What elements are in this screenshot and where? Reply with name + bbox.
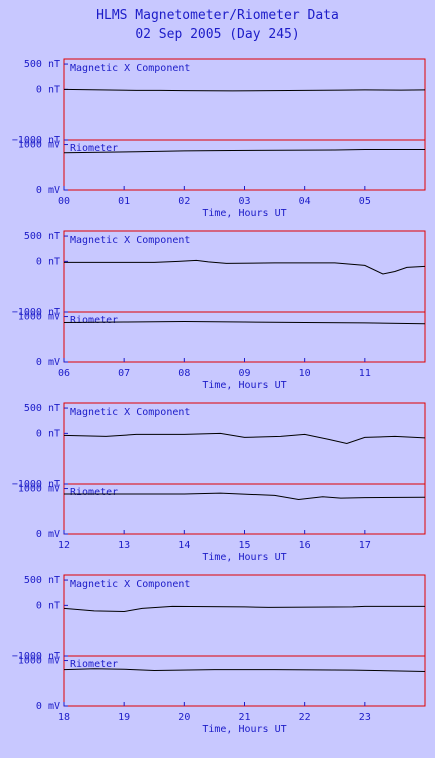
y-tick-label: 0 nT xyxy=(36,600,60,611)
mag-panel-label: Magnetic X Component xyxy=(70,235,190,246)
x-tick-label: 22 xyxy=(299,712,311,723)
y-tick-label: 500 nT xyxy=(24,59,60,70)
y-tick-label: −1000 nT xyxy=(12,651,60,662)
mag-series-line xyxy=(63,88,426,92)
chart-block: Magnetic X Component Riometer 500 nT 0 nT −1… xyxy=(12,574,426,735)
page-subtitle: 02 Sep 2005 (Day 245) xyxy=(135,27,300,42)
x-tick-label: 21 xyxy=(238,712,250,723)
x-tick-label: 04 xyxy=(299,196,311,207)
x-tick-label: 17 xyxy=(359,540,371,551)
x-tick-label: 23 xyxy=(359,712,371,723)
x-tick-label: 05 xyxy=(359,196,371,207)
y-tick-label: 1000 mV xyxy=(18,312,60,323)
y-tick-label: −1000 nT xyxy=(12,479,60,490)
mag-series-line xyxy=(63,605,425,613)
x-tick-label: 11 xyxy=(359,368,371,379)
x-tick-label: 00 xyxy=(58,196,70,207)
y-tick-label: 0 nT xyxy=(36,84,60,95)
x-tick-label: 15 xyxy=(238,540,250,551)
x-tick-label: 19 xyxy=(118,712,130,723)
x-tick-label: 06 xyxy=(58,368,70,379)
rio-panel-label: Riometer xyxy=(70,143,118,154)
y-tick-label: 500 nT xyxy=(24,231,60,242)
rio-panel-label: Riometer xyxy=(70,659,118,670)
y-tick-label: −1000 nT xyxy=(12,135,60,146)
mag-panel-label: Magnetic X Component xyxy=(70,407,190,418)
y-tick-label: 0 nT xyxy=(36,428,60,439)
rio-panel-label: Riometer xyxy=(70,315,118,326)
rio-panel-label: Riometer xyxy=(70,487,118,498)
rio-series-line xyxy=(63,668,426,672)
rio-series-line xyxy=(64,492,426,501)
mag-panel-label: Magnetic X Component xyxy=(70,579,190,590)
chart-block: Magnetic X Component Riometer 500 nT 0 nT −1… xyxy=(12,58,426,219)
rio-series-line xyxy=(63,320,426,325)
x-tick-label: 01 xyxy=(118,196,130,207)
mag-series-line xyxy=(63,432,426,445)
page-title: HLMS Magnetometer/Riometer Data xyxy=(96,8,339,23)
x-axis-label: Time, Hours UT xyxy=(202,724,286,735)
x-tick-label: 14 xyxy=(178,540,190,551)
rio-series-line xyxy=(63,149,425,154)
x-tick-label: 12 xyxy=(58,540,70,551)
mag-series-line xyxy=(64,259,426,275)
x-tick-label: 18 xyxy=(58,712,70,723)
y-tick-label: −1000 nT xyxy=(12,307,60,318)
y-tick-label: 500 nT xyxy=(24,403,60,414)
x-tick-label: 10 xyxy=(299,368,311,379)
y-tick-label: 1000 mV xyxy=(18,656,60,667)
x-tick-label: 07 xyxy=(118,368,130,379)
y-tick-label: 0 mV xyxy=(36,185,60,196)
chart-block: Magnetic X Component Riometer 500 nT 0 nT −1… xyxy=(12,230,426,391)
y-tick-label: 500 nT xyxy=(24,575,60,586)
y-tick-label: 0 mV xyxy=(36,529,60,540)
x-tick-label: 16 xyxy=(299,540,311,551)
x-tick-label: 13 xyxy=(118,540,130,551)
x-tick-label: 03 xyxy=(238,196,250,207)
mag-panel-label: Magnetic X Component xyxy=(70,63,190,74)
x-axis-label: Time, Hours UT xyxy=(202,208,286,219)
x-axis-label: Time, Hours UT xyxy=(202,380,286,391)
x-tick-label: 08 xyxy=(178,368,190,379)
y-tick-label: 0 nT xyxy=(36,256,60,267)
y-tick-label: 0 mV xyxy=(36,701,60,712)
y-tick-label: 1000 mV xyxy=(18,484,60,495)
x-tick-label: 20 xyxy=(178,712,190,723)
y-tick-label: 1000 mV xyxy=(18,140,60,151)
chart-block: Magnetic X Component Riometer 500 nT 0 nT −1… xyxy=(12,402,426,563)
x-tick-label: 02 xyxy=(178,196,190,207)
y-tick-label: 0 mV xyxy=(36,357,60,368)
x-axis-label: Time, Hours UT xyxy=(202,552,286,563)
x-tick-label: 09 xyxy=(238,368,250,379)
